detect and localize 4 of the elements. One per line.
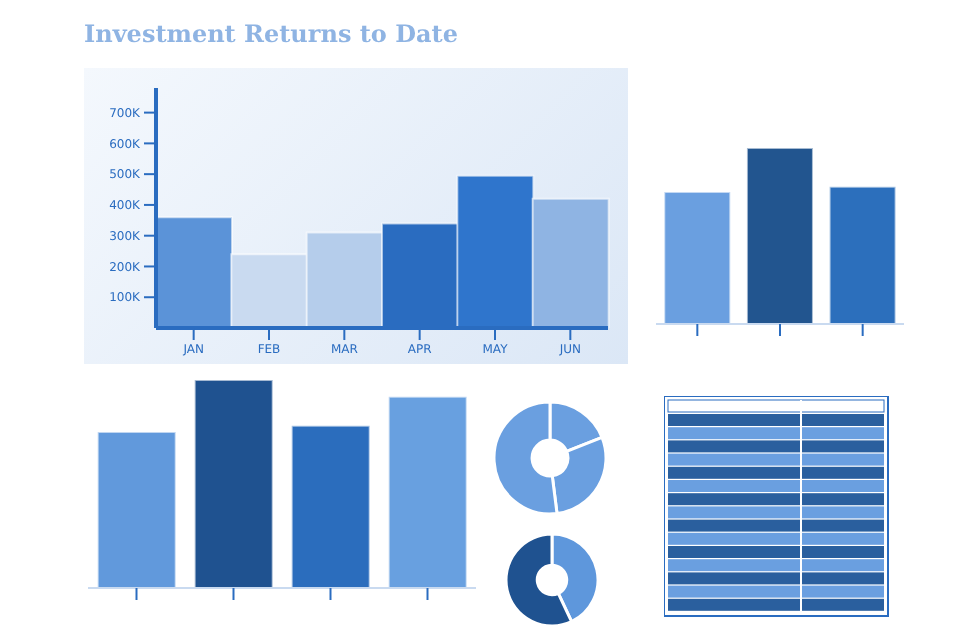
- bar: [96, 431, 177, 588]
- bar: [387, 395, 468, 588]
- chart-title: Investment Returns to Date: [84, 20, 460, 52]
- bar: [193, 380, 274, 588]
